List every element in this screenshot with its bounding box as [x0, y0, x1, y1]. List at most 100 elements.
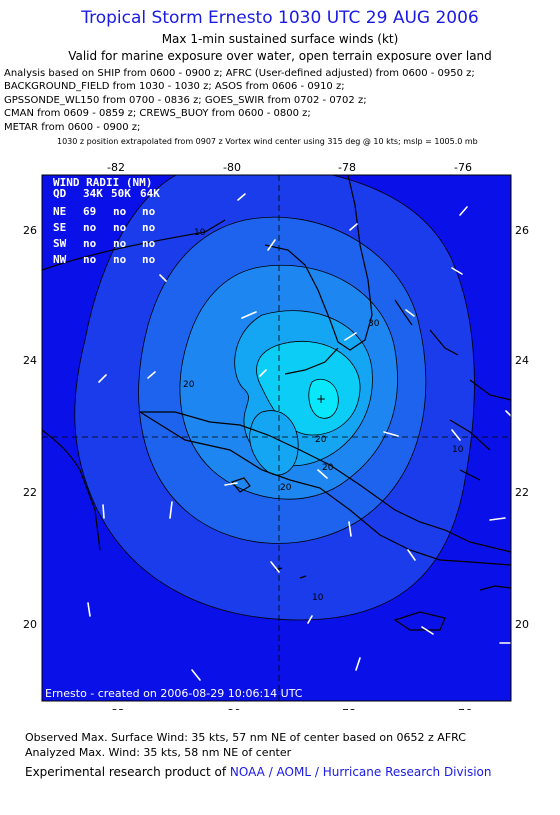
wind-barb — [224, 482, 238, 486]
coastlines — [42, 175, 511, 631]
bahamas-coast — [394, 299, 511, 481]
wind-barb — [383, 431, 399, 437]
wind-barb — [169, 501, 173, 519]
contour-label: 10 — [312, 593, 324, 603]
lon-tick-bottom: -82 — [107, 707, 125, 710]
contour-label: 10 — [452, 445, 464, 455]
wind-barb — [270, 561, 280, 573]
wind-radii-table: WIND RADII (NM) QD 34K 50K 64K NE 69 no … — [53, 176, 160, 266]
lat-tick-left: 22 — [23, 486, 37, 499]
wind-barb — [87, 602, 91, 617]
lon-tick-bottom: -78 — [338, 707, 356, 710]
lat-tick-left: 26 — [23, 224, 37, 237]
wind-radii-cell: no — [113, 205, 127, 218]
wind-radii-row-label: SW — [53, 237, 67, 250]
florida-coast — [264, 175, 373, 351]
wind-barb — [191, 669, 201, 681]
lat-tick-right: 22 — [515, 486, 529, 499]
wind-radii-col: QD — [53, 187, 67, 200]
analyzed-max-wind: Analyzed Max. Wind: 35 kts, 58 nm NE of … — [25, 746, 292, 759]
wind-barb — [355, 657, 361, 671]
wind-barb — [451, 267, 463, 275]
wind-barb — [237, 193, 246, 201]
lat-tick-left: 24 — [23, 354, 37, 367]
jamaica-coast — [393, 611, 446, 631]
contour-label: 30 — [368, 319, 380, 329]
lon-tick-top: -78 — [338, 161, 356, 174]
wind-radii-row-label: SE — [53, 221, 66, 234]
page-title: Tropical Storm Ernesto 1030 UTC 29 AUG 2… — [81, 8, 479, 28]
wind-barb — [147, 371, 156, 379]
wind-radii-col: 34K — [83, 187, 103, 200]
gulf-coast — [42, 219, 226, 271]
position-note: 1030 z position extrapolated from 0907 z… — [57, 137, 478, 146]
contour-label: 20 — [280, 483, 292, 493]
wind-barb — [241, 311, 257, 319]
wind-barb — [98, 374, 107, 383]
lon-tick-bottom: -76 — [454, 707, 472, 710]
yucatan-coast — [42, 429, 101, 551]
wind-barb — [348, 521, 352, 537]
wind-radii-cell: no — [113, 237, 127, 250]
lat-tick-right: 26 — [515, 224, 529, 237]
hispaniola-coast — [479, 585, 511, 591]
wind-barb — [267, 239, 276, 251]
hrd-link[interactable]: NOAA / AOML / Hurricane Research Divisio… — [229, 765, 492, 779]
wind-barb — [489, 517, 506, 521]
wind-barb — [159, 274, 167, 282]
observed-max-wind: Observed Max. Surface Wind: 35 kts, 57 n… — [25, 731, 466, 744]
credit-prefix: Experimental research product of — [25, 765, 230, 779]
wind-barb — [451, 429, 461, 441]
credit-line: Experimental research product of NOAA / … — [25, 765, 491, 779]
wind-contour-35kt — [308, 378, 339, 419]
wind-barb — [344, 332, 357, 341]
wind-barb — [307, 615, 313, 624]
storm-center-marker: + — [316, 392, 326, 406]
wind-barb — [317, 469, 328, 479]
lon-tick-bottom: -80 — [223, 707, 241, 710]
map-credit: Ernesto - created on 2006-08-29 10:06:14… — [45, 687, 303, 700]
cuba-south-coast — [139, 411, 511, 566]
analysis-sources: Analysis based on SHIP from 0600 - 0900 … — [4, 67, 556, 134]
lat-tick-right: 24 — [515, 354, 529, 367]
analysis-line: BACKGROUND_FIELD from 1030 - 1030 z; ASO… — [4, 81, 345, 93]
wind-radii-cell: no — [142, 237, 156, 250]
analysis-line: Analysis based on SHIP from 0600 - 0900 … — [4, 68, 475, 79]
lon-tick-top: -76 — [454, 161, 472, 174]
wind-radii-cell: no — [83, 253, 97, 266]
analysis-line: METAR from 0600 - 0900 z; — [4, 121, 141, 133]
wind-radii-cell: no — [83, 221, 97, 234]
wind-radii-cell: no — [142, 253, 156, 266]
wind-barb — [407, 549, 416, 561]
wind-radii-cell: no — [83, 237, 97, 250]
wind-radii-col: 50K — [111, 187, 131, 200]
wind-barb — [505, 410, 511, 417]
wind-barb — [102, 504, 105, 519]
contour-label: 20 — [322, 463, 334, 473]
wind-radii-col: 64K — [140, 187, 160, 200]
wind-analysis-map: -82 -80 -78 -76 -82 -80 -78 -76 26 24 22… — [23, 161, 529, 710]
analysis-line: CMAN from 0609 - 0859 z; CREWS_BUOY from… — [4, 108, 311, 120]
contour-label: 20 — [315, 435, 327, 445]
wind-radii-title: WIND RADII (NM) — [53, 176, 152, 189]
wind-barb — [459, 206, 468, 216]
lon-tick-top: -82 — [107, 161, 125, 174]
wind-radii-row-label: NE — [53, 205, 66, 218]
contour-label: 20 — [183, 380, 195, 390]
wind-barb — [259, 369, 267, 377]
wind-radii-cell: no — [142, 221, 156, 234]
wind-barb — [405, 309, 415, 317]
wind-radii-cell: no — [113, 253, 127, 266]
validity-note: Valid for marine exposure over water, op… — [68, 49, 492, 63]
wind-radii-cell: 69 — [83, 205, 96, 218]
map-frame — [41, 174, 512, 702]
wind-radii-cell: no — [113, 221, 127, 234]
lon-tick-top: -80 — [223, 161, 241, 174]
subtitle: Max 1-min sustained surface winds (kt) — [161, 32, 399, 46]
lat-tick-right: 20 — [515, 618, 529, 631]
wind-barb — [421, 626, 434, 635]
isle-of-youth — [230, 477, 251, 493]
contour-label: 10 — [194, 228, 206, 238]
wind-barbs — [87, 193, 511, 681]
lat-tick-left: 20 — [23, 618, 37, 631]
